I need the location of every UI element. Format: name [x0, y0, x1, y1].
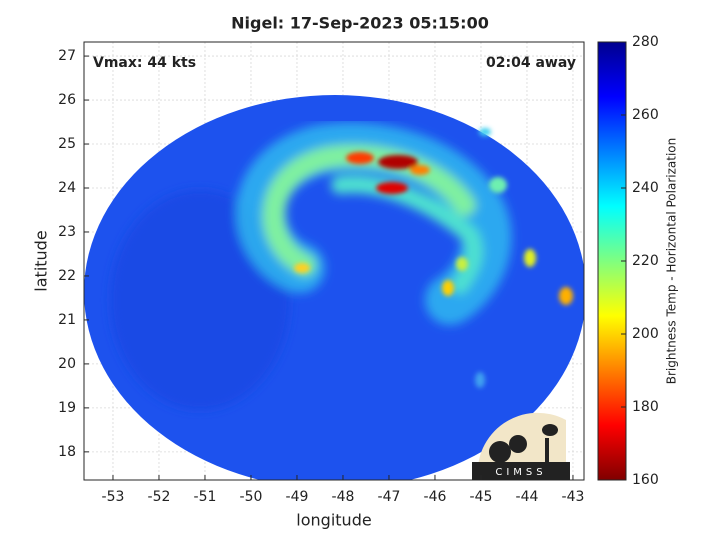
colorbar-tick-label: 160: [632, 472, 659, 488]
satellite-image: [84, 95, 584, 480]
logo-text: CIMSS: [495, 467, 546, 478]
colorbar-tick-label: 200: [632, 326, 659, 342]
y-tick-label: 26: [58, 92, 76, 108]
x-tick-label: -45: [470, 489, 493, 505]
colorbar-tick-label: 280: [632, 34, 659, 50]
colorbar-label: Brightness Temp - Horizontal Polarizatio…: [665, 138, 679, 385]
x-tick-label: -44: [516, 489, 539, 505]
y-tick-label: 27: [58, 48, 76, 64]
y-tick-label: 21: [58, 312, 76, 328]
y-tick-label: 19: [58, 400, 76, 416]
plot-frame: [83, 41, 585, 481]
colorbar-tick-label: 240: [632, 180, 659, 196]
x-tick-label: -51: [194, 489, 217, 505]
y-tick-label: 24: [58, 180, 76, 196]
x-tick-label: -46: [424, 489, 447, 505]
x-tick-label: -52: [148, 489, 171, 505]
annotation: 02:04 away: [486, 55, 576, 71]
y-axis-label: latitude: [32, 230, 51, 291]
y-tick-label: 22: [58, 268, 76, 284]
chart-title: Nigel: 17-Sep-2023 05:15:00: [231, 14, 489, 33]
x-tick-label: -53: [102, 489, 125, 505]
x-tick-label: -49: [286, 489, 309, 505]
y-tick-label: 25: [58, 136, 76, 152]
colorbar-tick-label: 180: [632, 399, 659, 415]
annotation: Vmax: 44 kts: [93, 55, 196, 71]
x-tick-label: -47: [378, 489, 401, 505]
y-tick-label: 20: [58, 356, 76, 372]
y-tick-label: 23: [58, 224, 76, 240]
colorbar-tick-label: 260: [632, 107, 659, 123]
x-tick-label: -43: [562, 489, 585, 505]
x-tick-label: -50: [240, 489, 263, 505]
colorbar-tick-label: 220: [632, 253, 659, 269]
x-tick-label: -48: [332, 489, 355, 505]
logo: CIMSS: [472, 412, 570, 480]
x-axis-label: longitude: [296, 511, 371, 530]
y-tick-label: 18: [58, 444, 76, 460]
